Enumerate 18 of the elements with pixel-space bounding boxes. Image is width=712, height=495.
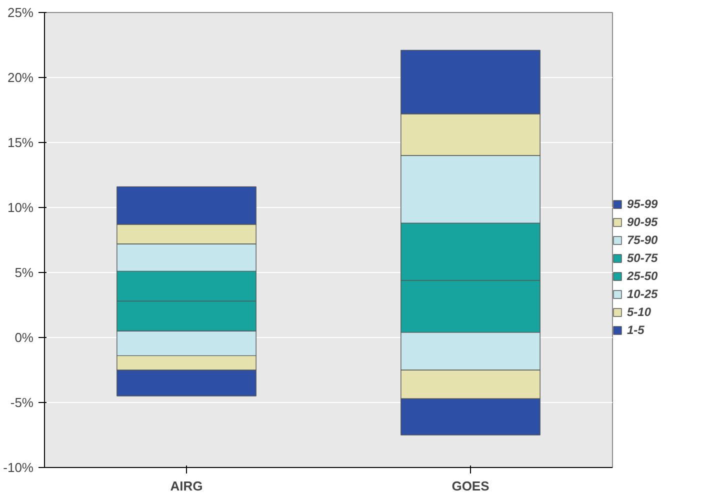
y-tick-label: -10% bbox=[3, 460, 34, 475]
legend-label: 75-90 bbox=[627, 233, 658, 247]
legend-label: 5-10 bbox=[627, 305, 652, 319]
y-tick-label: -5% bbox=[10, 395, 34, 410]
legend-label: 50-75 bbox=[627, 251, 658, 265]
x-tick-label: GOES bbox=[452, 478, 490, 494]
y-tick-label: 25% bbox=[7, 5, 34, 20]
legend-label: 90-95 bbox=[627, 215, 658, 229]
y-tick-label: 5% bbox=[14, 265, 34, 280]
y-tick-label: 0% bbox=[14, 330, 34, 345]
legend-label: 10-25 bbox=[627, 287, 658, 301]
y-tick-label: 15% bbox=[7, 135, 34, 150]
y-tick-label: 10% bbox=[7, 200, 34, 215]
x-tick-label: AIRG bbox=[170, 478, 203, 494]
y-tick-label: 20% bbox=[7, 70, 34, 85]
legend-label: 95-99 bbox=[627, 197, 658, 211]
legend-label: 25-50 bbox=[627, 269, 658, 283]
legend-label: 1-5 bbox=[627, 323, 646, 337]
